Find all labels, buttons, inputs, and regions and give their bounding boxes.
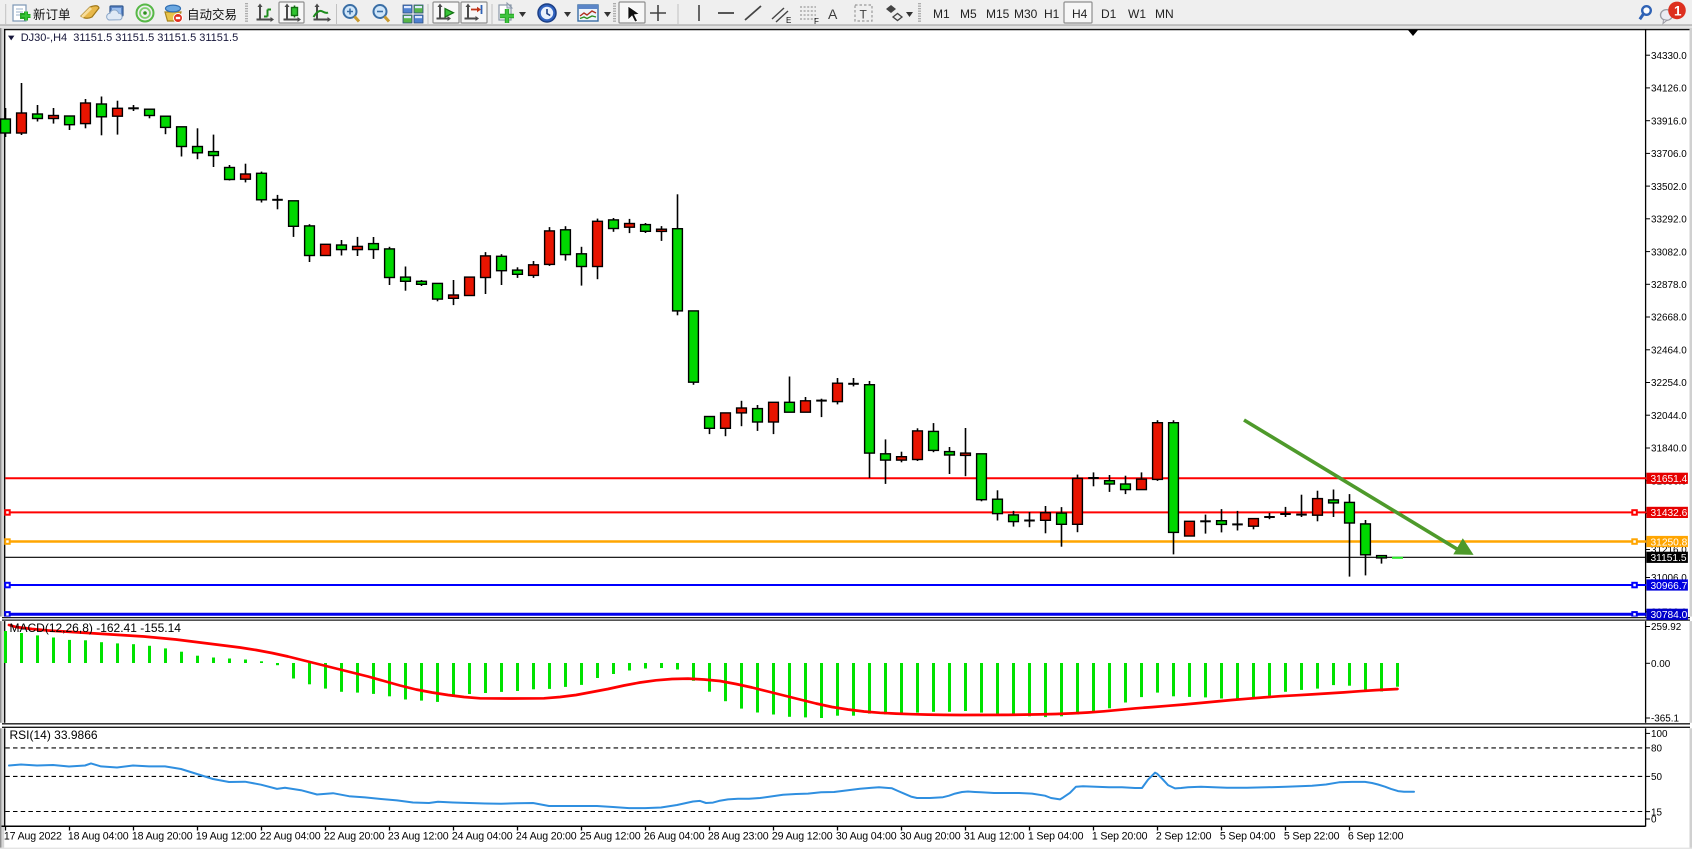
svg-text:5 Sep 22:00: 5 Sep 22:00 xyxy=(1284,831,1340,843)
svg-text:30784.0: 30784.0 xyxy=(1651,610,1688,621)
svg-text:30966.7: 30966.7 xyxy=(1651,581,1688,592)
svg-text:M1: M1 xyxy=(933,7,950,21)
svg-text:30 Aug 04:00: 30 Aug 04:00 xyxy=(836,831,897,843)
svg-text:32254.0: 32254.0 xyxy=(1651,378,1687,389)
svg-text:17 Aug 2022: 17 Aug 2022 xyxy=(4,831,62,843)
svg-text:26 Aug 04:00: 26 Aug 04:00 xyxy=(644,831,705,843)
svg-text:100: 100 xyxy=(1651,729,1668,740)
svg-text:MN: MN xyxy=(1155,7,1174,21)
svg-text:28 Aug 23:00: 28 Aug 23:00 xyxy=(708,831,769,843)
svg-text:DJ30-,H4 31151.5 31151.5 3115: DJ30-,H4 31151.5 31151.5 31151.5 31151.5 xyxy=(21,32,239,44)
svg-text:34126.0: 34126.0 xyxy=(1651,84,1687,95)
svg-text:22 Aug 04:00: 22 Aug 04:00 xyxy=(260,831,321,843)
svg-text:W1: W1 xyxy=(1128,7,1146,21)
svg-text:34330.0: 34330.0 xyxy=(1651,51,1687,62)
svg-text:32044.0: 32044.0 xyxy=(1651,411,1687,422)
svg-text:H4: H4 xyxy=(1072,7,1088,21)
svg-text:31250.8: 31250.8 xyxy=(1651,537,1688,548)
svg-text:50: 50 xyxy=(1651,772,1662,783)
svg-text:25 Aug 12:00: 25 Aug 12:00 xyxy=(580,831,641,843)
svg-text:F: F xyxy=(814,17,819,26)
svg-text:6 Sep 12:00: 6 Sep 12:00 xyxy=(1348,831,1404,843)
svg-text:30 Aug 20:00: 30 Aug 20:00 xyxy=(900,831,961,843)
svg-text:33082.0: 33082.0 xyxy=(1651,247,1687,258)
svg-text:M15: M15 xyxy=(986,7,1010,21)
svg-text:31216.0: 31216.0 xyxy=(1651,545,1687,556)
svg-text:31840.0: 31840.0 xyxy=(1651,444,1687,455)
svg-text:1 Sep 20:00: 1 Sep 20:00 xyxy=(1092,831,1148,843)
svg-text:31151.5: 31151.5 xyxy=(1651,553,1687,564)
svg-text:T: T xyxy=(860,8,868,22)
svg-text:1 Sep 04:00: 1 Sep 04:00 xyxy=(1028,831,1084,843)
svg-text:H1: H1 xyxy=(1044,7,1060,21)
svg-text:22 Aug 20:00: 22 Aug 20:00 xyxy=(324,831,385,843)
svg-text:32878.0: 32878.0 xyxy=(1651,280,1687,291)
svg-text:M5: M5 xyxy=(960,7,977,21)
svg-text:33502.0: 33502.0 xyxy=(1651,182,1687,193)
svg-text:RSI(14) 33.9866: RSI(14) 33.9866 xyxy=(10,728,98,742)
svg-text:2 Sep 12:00: 2 Sep 12:00 xyxy=(1156,831,1212,843)
svg-text:0.00: 0.00 xyxy=(1651,659,1671,670)
svg-text:32464.0: 32464.0 xyxy=(1651,346,1687,357)
svg-text:18 Aug 04:00: 18 Aug 04:00 xyxy=(68,831,129,843)
svg-text:自动交易: 自动交易 xyxy=(187,7,237,22)
svg-text:A: A xyxy=(828,6,838,22)
svg-text:259.92: 259.92 xyxy=(1651,622,1681,633)
svg-text:5 Sep 04:00: 5 Sep 04:00 xyxy=(1220,831,1276,843)
svg-text:1: 1 xyxy=(1674,3,1682,18)
svg-text:29 Aug 12:00: 29 Aug 12:00 xyxy=(772,831,833,843)
svg-text:0: 0 xyxy=(1651,815,1657,826)
svg-text:33916.0: 33916.0 xyxy=(1651,116,1687,127)
svg-text:MACD(12,26,8) -162.41 -155.14: MACD(12,26,8) -162.41 -155.14 xyxy=(10,621,182,635)
svg-text:E: E xyxy=(786,16,791,25)
svg-text:31 Aug 12:00: 31 Aug 12:00 xyxy=(964,831,1025,843)
svg-text:33292.0: 33292.0 xyxy=(1651,215,1687,226)
svg-text:D1: D1 xyxy=(1101,7,1117,21)
svg-text:32668.0: 32668.0 xyxy=(1651,313,1687,324)
svg-text:18 Aug 20:00: 18 Aug 20:00 xyxy=(132,831,193,843)
svg-text:24 Aug 20:00: 24 Aug 20:00 xyxy=(516,831,577,843)
svg-text:31006.0: 31006.0 xyxy=(1651,573,1687,584)
svg-text:15: 15 xyxy=(1651,807,1662,818)
svg-text:80: 80 xyxy=(1651,744,1662,755)
svg-text:33706.0: 33706.0 xyxy=(1651,149,1687,160)
svg-text:31432.6: 31432.6 xyxy=(1651,508,1688,519)
svg-text:-365.1: -365.1 xyxy=(1651,714,1680,725)
svg-text:23 Aug 12:00: 23 Aug 12:00 xyxy=(388,831,449,843)
svg-text:24 Aug 04:00: 24 Aug 04:00 xyxy=(452,831,513,843)
svg-text:31651.4: 31651.4 xyxy=(1651,474,1688,485)
svg-text:19 Aug 12:00: 19 Aug 12:00 xyxy=(196,831,257,843)
svg-text:新订单: 新订单 xyxy=(33,7,71,22)
svg-text:M30: M30 xyxy=(1014,7,1038,21)
